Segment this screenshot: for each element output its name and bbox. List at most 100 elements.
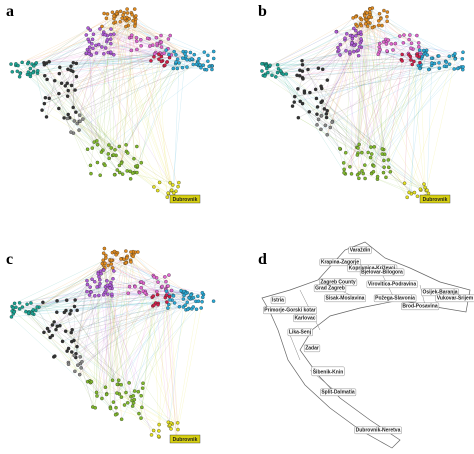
node: [32, 64, 36, 68]
node: [74, 61, 79, 66]
node: [93, 406, 97, 410]
node: [206, 53, 210, 58]
edge: [117, 290, 182, 385]
node: [113, 412, 118, 417]
node: [366, 150, 370, 155]
node: [276, 67, 281, 71]
node: [152, 55, 156, 59]
edge: [326, 8, 370, 118]
node: [415, 33, 419, 38]
county-label: Vukovar-Srijem: [437, 295, 474, 301]
node: [187, 295, 192, 300]
node: [87, 293, 92, 297]
node: [125, 151, 130, 155]
node: [300, 63, 305, 67]
node: [99, 150, 104, 154]
edge: [89, 41, 161, 52]
edge: [104, 267, 127, 393]
node: [152, 185, 156, 189]
node: [100, 396, 104, 401]
edge: [86, 263, 106, 281]
node: [85, 282, 90, 287]
edge: [321, 44, 356, 116]
edge: [165, 297, 177, 438]
node: [185, 300, 190, 305]
node: [308, 90, 312, 95]
node: [109, 258, 114, 263]
node: [207, 64, 211, 69]
node: [43, 96, 48, 100]
edge: [74, 251, 134, 356]
node: [133, 284, 137, 289]
node: [108, 32, 113, 37]
node: [151, 428, 156, 433]
node: [427, 67, 431, 72]
edge: [344, 39, 464, 53]
node: [136, 389, 141, 394]
edge: [48, 272, 99, 332]
node: [28, 66, 33, 71]
edge: [79, 291, 140, 375]
edge: [263, 63, 328, 135]
node: [81, 117, 85, 121]
node: [70, 350, 74, 354]
edge: [22, 35, 132, 63]
node: [85, 278, 89, 283]
edge: [380, 18, 463, 59]
edge: [92, 276, 100, 408]
edge: [82, 119, 128, 171]
edge: [140, 277, 157, 419]
edge: [65, 297, 194, 332]
edge: [74, 294, 158, 356]
node: [197, 56, 201, 61]
edge: [78, 58, 183, 131]
edge: [388, 62, 433, 168]
edge: [121, 163, 168, 198]
node: [25, 302, 29, 307]
node: [129, 48, 134, 53]
node: [164, 293, 169, 298]
edge: [11, 316, 118, 415]
edge: [177, 309, 197, 423]
edge: [267, 34, 405, 73]
node: [54, 327, 58, 332]
node: [266, 70, 270, 75]
node: [75, 121, 80, 126]
edge: [45, 41, 137, 98]
node: [69, 83, 74, 88]
node: [425, 188, 429, 192]
node: [189, 57, 194, 61]
node: [372, 164, 376, 168]
node: [145, 36, 150, 41]
edge: [22, 16, 116, 63]
node: [408, 54, 413, 59]
edge: [68, 53, 165, 91]
edge: [297, 40, 362, 89]
node: [191, 296, 196, 300]
node: [52, 320, 56, 324]
node: [101, 251, 106, 255]
edge: [294, 101, 429, 194]
edge: [166, 51, 214, 63]
node: [165, 195, 170, 199]
edge: [126, 9, 142, 163]
node: [111, 400, 116, 404]
edge: [407, 55, 455, 198]
edge: [91, 279, 100, 293]
edge: [77, 43, 158, 124]
edge: [383, 66, 462, 150]
node: [354, 34, 358, 38]
edge: [358, 53, 425, 56]
edge: [77, 123, 113, 156]
node: [154, 35, 159, 40]
edge: [267, 28, 354, 73]
node: [90, 42, 94, 46]
edge: [15, 24, 136, 65]
node: [200, 299, 204, 304]
edge: [90, 287, 103, 399]
node: [201, 63, 206, 68]
node: [108, 50, 113, 54]
node: [368, 10, 372, 14]
node: [112, 269, 116, 273]
edge: [87, 284, 107, 394]
